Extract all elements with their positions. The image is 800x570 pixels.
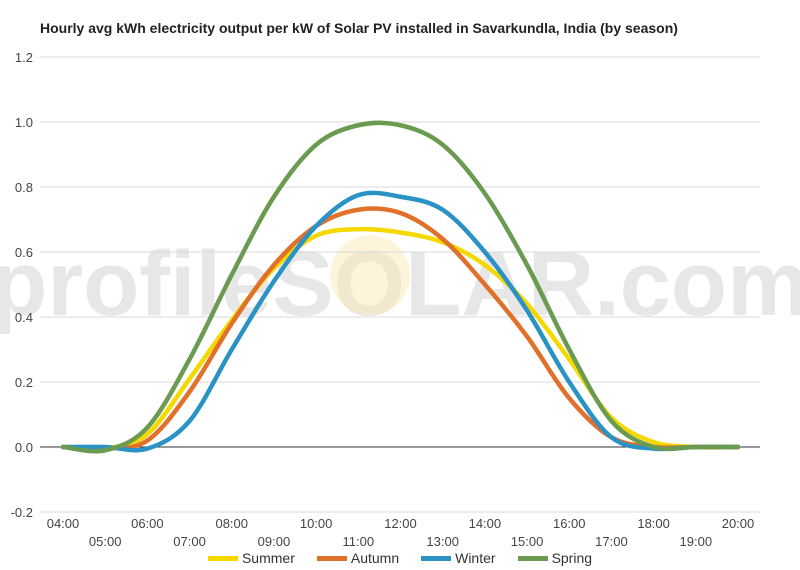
legend-label: Spring [551, 550, 593, 566]
x-tick-label: 06:00 [131, 516, 164, 531]
legend: Summer Autumn Winter Spring [0, 548, 800, 568]
legend-swatch [517, 555, 548, 561]
series-line-winter [60, 190, 741, 453]
legend-swatch [316, 555, 347, 561]
x-tick-label: 04:00 [47, 516, 80, 531]
y-tick-label: 0.4 [15, 310, 33, 325]
series-line-spring [60, 120, 741, 454]
legend-swatch [421, 555, 452, 561]
legend-label: Winter [455, 550, 496, 566]
legend-label: Summer [241, 550, 295, 566]
legend-item-autumn[interactable]: Autumn [316, 548, 400, 568]
legend-label: Autumn [350, 550, 400, 566]
x-tick-label: 14:00 [469, 516, 502, 531]
y-tick-label: -0.2 [11, 505, 33, 520]
y-tick-label: 0.0 [15, 440, 33, 455]
x-tick-label: 09:00 [258, 534, 291, 549]
x-tick-label: 13:00 [426, 534, 459, 549]
x-tick-label: 17:00 [595, 534, 628, 549]
y-tick-label: 1.2 [15, 50, 33, 65]
legend-swatch [207, 555, 238, 561]
x-tick-label: 10:00 [300, 516, 333, 531]
x-tick-label: 18:00 [637, 516, 670, 531]
y-tick-label: 0.6 [15, 245, 33, 260]
y-tick-label: 0.8 [15, 180, 33, 195]
x-tick-label: 19:00 [680, 534, 713, 549]
x-tick-label: 20:00 [722, 516, 755, 531]
x-tick-label: 15:00 [511, 534, 544, 549]
x-tick-label: 11:00 [343, 534, 375, 549]
watermark-sun-icon [330, 235, 410, 315]
y-tick-label: 0.2 [15, 375, 33, 390]
x-tick-label: 12:00 [384, 516, 417, 531]
y-tick-label: 1.0 [15, 115, 33, 130]
x-tick-label: 16:00 [553, 516, 586, 531]
legend-item-summer[interactable]: Summer [207, 548, 295, 568]
x-tick-label: 07:00 [173, 534, 206, 549]
x-tick-label: 05:00 [89, 534, 122, 549]
x-tick-label: 08:00 [215, 516, 248, 531]
chart-title: Hourly avg kWh electricity output per kW… [40, 20, 678, 36]
legend-item-spring[interactable]: Spring [517, 548, 593, 568]
legend-item-winter[interactable]: Winter [421, 548, 496, 568]
series-line-summer [60, 226, 741, 452]
